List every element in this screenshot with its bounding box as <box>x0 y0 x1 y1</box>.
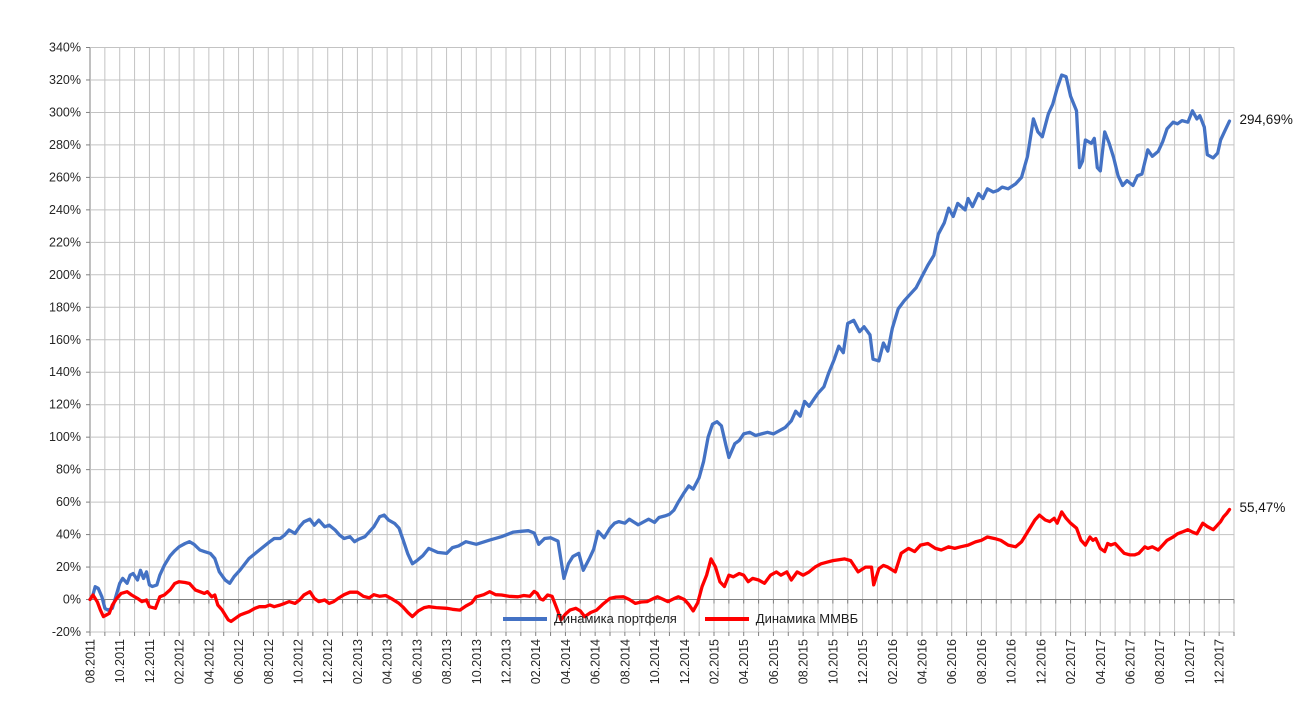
portfolio-line-swatch <box>503 616 547 621</box>
x-tick-label: 12.2015 <box>856 639 870 684</box>
x-tick-label: 10.2017 <box>1183 639 1197 684</box>
portfolio-series-line <box>88 73 1232 612</box>
x-tick-label: 06.2015 <box>767 639 781 684</box>
y-tick-label: 40% <box>56 528 81 542</box>
legend-label-portfolio: Динамика портфеля <box>554 611 677 626</box>
y-tick-label: 80% <box>56 463 81 477</box>
x-tick-label: 12.2014 <box>678 639 692 684</box>
x-tick-label: 02.2017 <box>1064 639 1078 684</box>
y-tick-label: 60% <box>56 495 81 509</box>
x-tick-label: 08.2015 <box>797 639 811 684</box>
x-tick-label: 04.2015 <box>737 639 751 684</box>
y-tick-label: 20% <box>56 560 81 574</box>
x-tick-label: 06.2014 <box>589 639 603 684</box>
x-tick-label: 04.2016 <box>916 639 930 684</box>
x-tick-label: 12.2012 <box>321 639 335 684</box>
y-tick-label: 0% <box>63 593 81 607</box>
x-tick-label: 06.2016 <box>945 639 959 684</box>
y-tick-label: 280% <box>49 138 81 152</box>
y-tick-label: 260% <box>49 170 81 184</box>
x-tick-label: 02.2012 <box>173 639 187 684</box>
x-tick-label: 02.2014 <box>529 639 543 684</box>
x-tick-label: 08.2013 <box>440 639 454 684</box>
portfolio-end-value-label: 294,69% <box>1239 112 1293 128</box>
y-tick-label: -20% <box>52 625 81 639</box>
x-tick-label: 12.2013 <box>500 639 514 684</box>
y-tick-label: 180% <box>49 300 81 314</box>
y-tick-label: 120% <box>49 398 81 412</box>
y-tick-label: 340% <box>49 41 81 55</box>
x-tick-label: 10.2014 <box>648 639 662 684</box>
y-tick-label: 320% <box>49 73 81 87</box>
x-tick-label: 10.2012 <box>292 639 306 684</box>
x-tick-label: 04.2017 <box>1094 639 1108 684</box>
y-tick-label: 100% <box>49 430 81 444</box>
y-tick-label: 160% <box>49 333 81 347</box>
y-tick-label: 220% <box>49 235 81 249</box>
x-tick-label: 10.2016 <box>1005 639 1019 684</box>
x-tick-label: 06.2017 <box>1124 639 1138 684</box>
x-tick-label: 06.2012 <box>232 639 246 684</box>
mmvb-line-swatch <box>704 616 749 621</box>
x-tick-label: 12.2016 <box>1034 639 1048 684</box>
x-tick-label: 08.2012 <box>262 639 276 684</box>
legend-item-portfolio: Динамика портфеля <box>503 611 677 626</box>
x-tick-label: 08.2016 <box>975 639 989 684</box>
y-tick-label: 240% <box>49 203 81 217</box>
y-tick-label: 200% <box>49 268 81 282</box>
x-tick-label: 02.2015 <box>708 639 722 684</box>
y-tick-label: 300% <box>49 105 81 119</box>
x-tick-label: 04.2013 <box>381 639 395 684</box>
x-tick-label: 04.2014 <box>559 639 573 684</box>
x-tick-label: 12.2017 <box>1213 639 1227 684</box>
x-tick-label: 10.2011 <box>113 639 127 683</box>
legend-item-mmvb: Динамика ММВБ <box>704 611 859 626</box>
legend-label-mmvb: Динамика ММВБ <box>755 611 859 626</box>
x-tick-label: 04.2012 <box>202 639 216 684</box>
x-tick-label: 08.2011 <box>84 639 98 683</box>
legend: Динамика портфеля Динамика ММВБ <box>503 611 858 626</box>
x-tick-label: 10.2015 <box>826 639 840 684</box>
x-tick-label: 06.2013 <box>410 639 424 684</box>
x-tick-label: 10.2013 <box>470 639 484 684</box>
x-tick-label: 02.2013 <box>351 639 365 684</box>
mmvb-end-value-label: 55,47% <box>1239 500 1286 516</box>
x-tick-label: 08.2017 <box>1153 639 1167 684</box>
y-tick-label: 140% <box>49 365 81 379</box>
mmvb-series-line <box>88 507 1232 624</box>
x-tick-label: 12.2011 <box>143 639 157 683</box>
x-tick-label: 02.2016 <box>886 639 900 684</box>
x-tick-label: 08.2014 <box>618 639 632 684</box>
